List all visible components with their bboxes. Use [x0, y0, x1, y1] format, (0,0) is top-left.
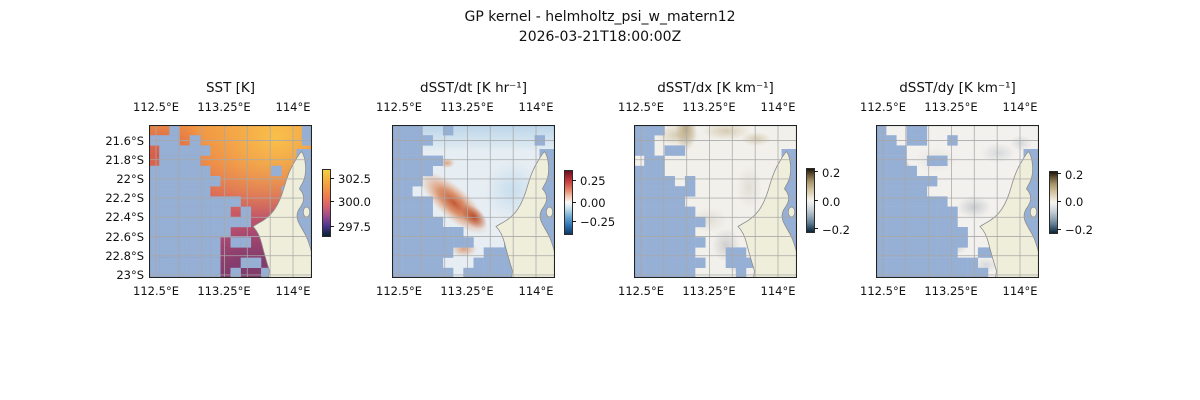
y-tick-label: 21.6°S: [105, 134, 144, 148]
figure-subtitle: 2026-03-21T18:00:00Z: [518, 29, 682, 45]
map-dsstdy: [876, 125, 1039, 278]
gridlines: [149, 125, 312, 278]
gridlines: [634, 125, 797, 278]
x-tick-label: 114°E: [1002, 284, 1038, 298]
x-tick-label: 112.5°E: [376, 284, 422, 298]
gridlines: [876, 125, 1039, 278]
colorbar-sst: [322, 169, 331, 237]
x-tick-label: 114°E: [518, 284, 554, 298]
map-frame: [149, 125, 312, 278]
x-tick-label: 112.5°E: [618, 284, 664, 298]
colorbar-tick-label: 0.2: [822, 166, 841, 180]
colorbar-tick: [330, 226, 334, 228]
x-tick-label: 113.25°E: [197, 284, 251, 298]
x-tick-label: 114°E: [518, 100, 554, 114]
colorbar-tick: [330, 178, 334, 180]
x-tick-label: 114°E: [275, 100, 311, 114]
x-tick-label: 114°E: [275, 284, 311, 298]
colorbar-tick: [572, 180, 576, 182]
colorbar-tick-label: 0.00: [580, 196, 606, 210]
x-tick-label: 113.25°E: [682, 284, 736, 298]
x-tick-label: 112.5°E: [618, 100, 664, 114]
cloud-mask: [634, 125, 757, 278]
map-dsstdt: [392, 125, 555, 278]
colorbar-tick: [572, 202, 576, 204]
y-tick-label: 23°S: [116, 268, 144, 282]
figure-title: GP kernel - helmholtz_psi_w_matern12: [464, 9, 736, 25]
colorbar-tick: [330, 201, 334, 203]
island: [787, 206, 796, 218]
y-tick-label: 22.4°S: [105, 210, 144, 224]
colorbar-tick: [572, 221, 576, 223]
colorbar-tick-label: 0.0: [822, 195, 841, 209]
y-tick-label: 22.2°S: [105, 191, 144, 205]
x-tick-label: 113.25°E: [440, 284, 494, 298]
colorbar-tick: [1057, 173, 1061, 175]
island: [302, 206, 311, 218]
x-tick-label: 113.25°E: [924, 100, 978, 114]
colorbar-tick-label: −0.2: [822, 223, 850, 237]
colorbar-tick-label: 300.0: [338, 195, 371, 209]
gridlines: [392, 125, 555, 278]
x-tick-label: 114°E: [1002, 100, 1038, 114]
panel-sst-title: SST [K]: [205, 80, 256, 96]
x-tick-label: 112.5°E: [860, 284, 906, 298]
colorbar-tick: [814, 200, 818, 202]
colorbar-tick: [1057, 229, 1061, 231]
y-tick-label: 21.8°S: [105, 153, 144, 167]
map-dsstdx: [634, 125, 797, 278]
x-tick-label: 114°E: [760, 284, 796, 298]
x-tick-label: 113.25°E: [682, 100, 736, 114]
map-frame: [876, 125, 1039, 278]
x-tick-label: 112.5°E: [376, 100, 422, 114]
land-polygon: [252, 150, 312, 278]
colorbar-tick-label: 0.0: [1065, 195, 1084, 209]
panel-dsstdx-title: dSST/dx [K km⁻¹]: [657, 80, 774, 96]
land-polygon: [495, 150, 555, 278]
colorbar-tick-label: 0.2: [1065, 168, 1084, 182]
colorbar-tick-label: −0.2: [1065, 223, 1093, 237]
colorbar-tick: [814, 171, 818, 173]
land-polygon: [979, 150, 1039, 278]
land-polygon: [737, 150, 797, 278]
island: [1029, 206, 1038, 218]
y-tick-label: 22.8°S: [105, 249, 144, 263]
figure-title-block: GP kernel - helmholtz_psi_w_matern12 202…: [0, 7, 1200, 47]
x-tick-label: 114°E: [760, 100, 796, 114]
map-sst: [149, 125, 312, 278]
island: [545, 206, 554, 218]
colorbar-dsstdy: [1049, 171, 1058, 234]
x-tick-label: 113.25°E: [440, 100, 494, 114]
x-tick-label: 113.25°E: [197, 100, 251, 114]
colorbar-tick-label: 302.5: [338, 172, 371, 186]
colorbar-tick-label: 0.25: [580, 174, 606, 188]
colorbar-tick: [1057, 201, 1061, 203]
x-tick-label: 112.5°E: [133, 284, 179, 298]
y-tick-label: 22°S: [116, 172, 144, 186]
map-frame: [392, 125, 555, 278]
panel-dsstdt-title: dSST/dt [K hr⁻¹]: [420, 80, 527, 96]
colorbar-tick-label: 297.5: [338, 220, 371, 234]
map-frame: [634, 125, 797, 278]
panel-dsstdy-title: dSST/dy [K km⁻¹]: [899, 80, 1016, 96]
y-tick-label: 22.6°S: [105, 230, 144, 244]
x-tick-label: 113.25°E: [924, 284, 978, 298]
x-tick-label: 112.5°E: [860, 100, 906, 114]
x-tick-label: 112.5°E: [133, 100, 179, 114]
colorbar-tick: [814, 228, 818, 230]
colorbar-tick-label: −0.25: [580, 215, 616, 229]
